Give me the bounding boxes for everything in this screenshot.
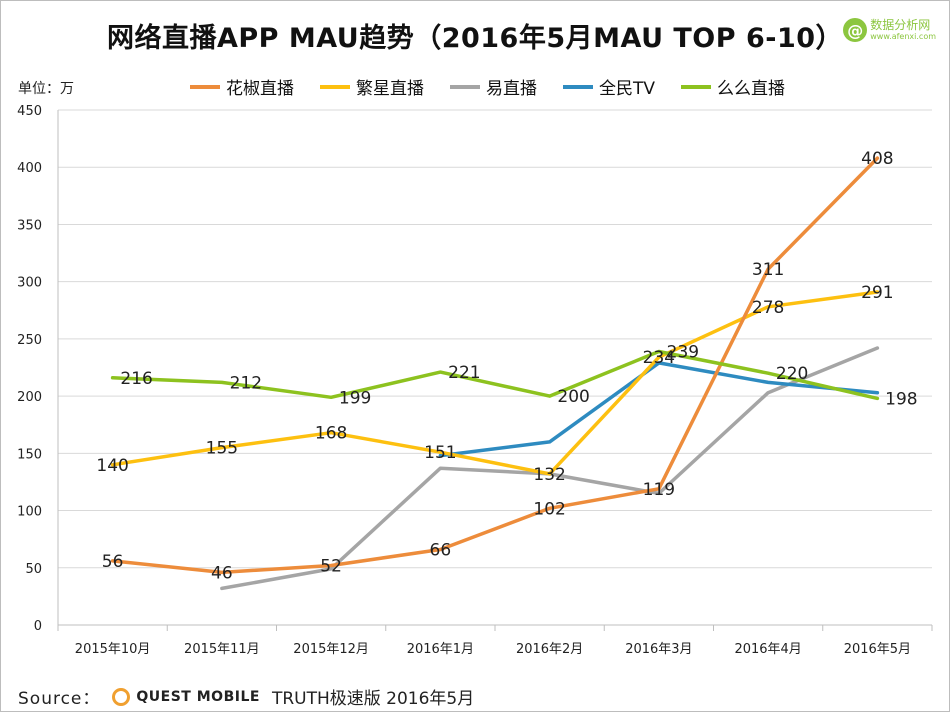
legend-swatch-huajiao — [190, 84, 220, 89]
data-label: 311 — [752, 260, 784, 280]
x-axis-ticks: 2015年10月 2015年11月 2015年12月 2016年1月 2016年2月 20… — [75, 642, 911, 657]
afenxi-logo: @ 数据分析网 www.afenxi.com — [843, 18, 936, 42]
legend-swatch-memeda — [681, 84, 712, 89]
y-tick-label: 150 — [17, 447, 42, 462]
legend-label-yizhibo: 易直播 — [486, 79, 537, 99]
data-label: 66 — [430, 540, 452, 560]
data-label: 291 — [861, 283, 893, 303]
y-tick-label: 50 — [25, 562, 42, 577]
y-tick-label: 250 — [17, 333, 42, 348]
y-tick-label: 400 — [17, 161, 42, 176]
data-label: 221 — [448, 363, 480, 383]
grid-lines — [57, 109, 933, 631]
data-label: 278 — [752, 298, 784, 318]
legend-swatch-quanmin — [563, 84, 593, 89]
chart-title: 网络直播APP MAU趋势（2016年5月MAU TOP 6-10） — [106, 23, 844, 54]
y-axis-ticks: 0 50 100 150 200 250 300 350 400 450 — [17, 104, 42, 634]
x-tick-label: 2016年1月 — [407, 642, 474, 657]
logo-name: 数据分析网 — [870, 18, 931, 32]
data-label: 151 — [424, 443, 456, 463]
legend-item-huajiao: 花椒直播 — [190, 74, 294, 99]
data-label: 198 — [885, 389, 917, 409]
y-tick-label: 100 — [17, 505, 42, 520]
quest-mobile-q-icon — [112, 687, 131, 706]
source-note: TRUTH极速版 2016年5月 — [271, 689, 475, 709]
x-tick-label: 2016年5月 — [844, 642, 911, 657]
data-label: 212 — [230, 373, 262, 393]
y-tick-label: 450 — [17, 104, 42, 119]
legend-label-fanxing: 繁星直播 — [356, 79, 424, 99]
x-tick-label: 2015年12月 — [293, 642, 369, 657]
legend-item-quanmin: 全民TV — [563, 74, 655, 99]
source-line: Source： QUEST MOBILE TRUTH极速版 2016年5月 — [18, 684, 474, 709]
data-label: 46 — [211, 563, 233, 583]
data-label: 52 — [320, 556, 342, 576]
source-label: Source： — [18, 689, 101, 709]
series-line-0 — [110, 156, 880, 575]
legend-item-memeda: 么么直播 — [681, 74, 785, 99]
y-tick-label: 300 — [17, 276, 42, 291]
legend-swatch-yizhibo — [450, 84, 480, 89]
data-label: 119 — [643, 480, 675, 500]
data-label: 132 — [533, 465, 565, 485]
legend-label-quanmin: 全民TV — [599, 79, 656, 99]
data-label: 408 — [861, 149, 893, 169]
unit-label: 单位：万 — [18, 81, 74, 97]
legend: 花椒直播 繁星直播 易直播 全民TV 么么直播 — [190, 74, 811, 99]
x-tick-label: 2015年10月 — [75, 642, 151, 657]
legend-label-huajiao: 花椒直播 — [226, 79, 294, 99]
series-line-3 — [438, 361, 880, 458]
x-tick-label: 2016年2月 — [516, 642, 583, 657]
series-line-4 — [110, 349, 880, 401]
data-label: 234 — [643, 348, 675, 368]
source-brand: QUEST MOBILE — [136, 688, 260, 705]
y-tick-label: 200 — [17, 390, 42, 405]
at-sign-icon: @ — [843, 18, 868, 42]
data-label: 199 — [339, 388, 371, 408]
logo-url: www.afenxi.com — [870, 32, 936, 41]
x-tick-label: 2016年4月 — [734, 642, 801, 657]
legend-item-yizhibo: 易直播 — [450, 74, 537, 99]
data-label: 216 — [120, 369, 152, 389]
data-label: 220 — [776, 364, 808, 384]
data-label: 56 — [102, 552, 124, 572]
data-label: 102 — [533, 499, 565, 519]
series-lines — [110, 156, 880, 591]
data-label: 140 — [96, 456, 128, 476]
data-label: 155 — [206, 439, 238, 459]
y-tick-label: 350 — [17, 218, 42, 233]
data-label: 168 — [315, 424, 347, 444]
data-labels: 56 46 52 66 102 119 311 408 140 155 168 151 132 234 27… — [96, 149, 917, 583]
data-label: 239 — [667, 342, 699, 362]
data-label: 200 — [557, 387, 589, 407]
x-tick-label: 2015年11月 — [184, 642, 260, 657]
series-line-1 — [110, 290, 880, 476]
y-tick-label: 0 — [34, 619, 42, 634]
legend-swatch-fanxing — [320, 84, 350, 89]
x-tick-label: 2016年3月 — [625, 642, 692, 657]
legend-label-memeda: 么么直播 — [717, 79, 786, 99]
legend-item-fanxing: 繁星直播 — [320, 74, 424, 99]
